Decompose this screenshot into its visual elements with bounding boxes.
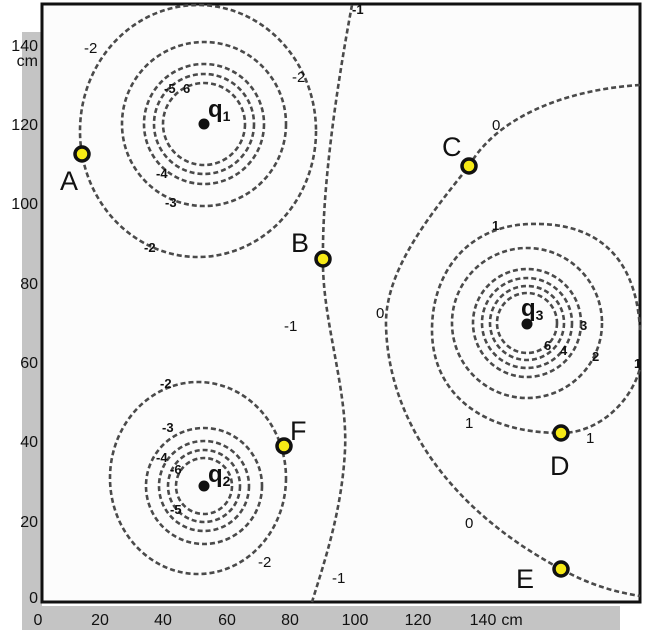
contour-q1-minus6 xyxy=(161,81,247,167)
contour-label: 0 xyxy=(376,305,384,322)
charge-q2: q2 xyxy=(198,461,231,492)
charge-label: q3 xyxy=(521,295,544,323)
charge-dot xyxy=(521,318,533,330)
y-tick: 140 xyxy=(11,38,38,55)
contour-q2-minus3 xyxy=(144,426,264,546)
contour-label: -4 xyxy=(156,450,168,465)
q2-contours xyxy=(108,380,288,576)
x-tick: 100 xyxy=(342,612,369,629)
point-b[interactable]: B xyxy=(291,228,332,268)
x-tick: 60 xyxy=(218,612,236,629)
contour-q3-3 xyxy=(471,267,583,379)
contour-q1-minus4 xyxy=(142,62,266,186)
q1-contours xyxy=(78,3,318,259)
contour-label: -1 xyxy=(352,2,364,17)
point-label[interactable]: F xyxy=(290,416,307,446)
contour-label: 4 xyxy=(560,343,568,358)
contour-label: -2 xyxy=(84,40,97,57)
y-tick: 20 xyxy=(20,514,38,531)
x-tick: 120 xyxy=(405,612,432,629)
contour-label: -6 xyxy=(170,462,182,477)
point-c[interactable]: C xyxy=(442,132,478,175)
point-label[interactable]: C xyxy=(442,132,462,162)
contour-q3-6 xyxy=(495,291,559,355)
charge-dot xyxy=(198,118,210,130)
x-axis-strip xyxy=(27,606,620,630)
point-label[interactable]: E xyxy=(516,564,534,594)
contour-q2-minus5 xyxy=(166,448,242,524)
y-tick: 0 xyxy=(29,590,38,607)
x-unit: cm xyxy=(501,612,522,629)
contour-label: 3 xyxy=(580,318,587,333)
y-tick: 40 xyxy=(20,434,38,451)
contour-label: -1 xyxy=(332,570,345,587)
point-e[interactable]: E xyxy=(516,560,570,594)
contour-label: 0 xyxy=(492,117,500,134)
contour-q3-1 xyxy=(430,222,642,435)
contour-label: -4 xyxy=(156,166,168,181)
contour-label: -5 xyxy=(170,502,182,517)
contour-label: -2 xyxy=(292,69,305,86)
charge-label: q2 xyxy=(208,461,231,489)
contour-label: -5 xyxy=(164,81,176,96)
y-unit: cm xyxy=(17,53,38,70)
x-tick: 20 xyxy=(91,612,109,629)
x-axis-ticks: 0 20 40 60 80 100 120 140 cm xyxy=(34,612,523,629)
contour-label: 1 xyxy=(634,356,641,371)
contour-label: -2 xyxy=(144,240,156,255)
point-label[interactable]: B xyxy=(291,228,309,258)
contour-label: -1 xyxy=(284,318,297,335)
plot-frame xyxy=(40,2,642,604)
y-tick: 80 xyxy=(20,276,38,293)
contour-label: -2 xyxy=(160,376,172,391)
y-tick: 60 xyxy=(20,355,38,372)
charge-label: q1 xyxy=(208,96,231,124)
contour-q3-5 xyxy=(488,284,566,362)
contour-q2-minus2 xyxy=(108,380,288,576)
contour-label: -3 xyxy=(165,195,177,210)
contour-label: 6 xyxy=(544,338,551,353)
y-axis-strip xyxy=(22,32,42,630)
point-f[interactable]: F xyxy=(275,416,307,455)
contour-q1-minus5 xyxy=(152,72,256,176)
x-tick: 80 xyxy=(281,612,299,629)
contour-label: 1 xyxy=(492,218,499,233)
q3-contours xyxy=(384,83,642,598)
contour-label: 1 xyxy=(586,430,594,447)
y-tick: 120 xyxy=(11,117,38,134)
contour-q3-4 xyxy=(480,276,574,370)
contour-q2-minus4 xyxy=(157,439,251,533)
x-tick: 40 xyxy=(154,612,172,629)
contour-labels: -2 -2 -5 6 -4 -3 -2 -2 -3 -4 -6 -5 -2 0 … xyxy=(84,2,641,587)
charge-dot xyxy=(198,480,210,492)
contour-label: -2 xyxy=(258,554,271,571)
point-label[interactable]: A xyxy=(60,166,78,196)
contour-label: 2 xyxy=(592,349,599,364)
y-axis-ticks: 0 20 40 60 80 100 120 140 cm xyxy=(11,38,38,607)
x-tick: 0 xyxy=(34,612,43,629)
contour-label: 1 xyxy=(465,415,473,432)
contour-label: 6 xyxy=(183,81,190,96)
contour-q1-minus3 xyxy=(120,40,288,208)
contour-minus1 xyxy=(310,4,354,603)
contour-zero xyxy=(384,83,641,598)
contour-q1-minus2 xyxy=(78,3,318,259)
contour-label: 0 xyxy=(465,515,473,532)
y-tick: 100 xyxy=(11,196,38,213)
point-label[interactable]: D xyxy=(550,451,570,481)
point-d[interactable]: D xyxy=(550,424,570,481)
point-a[interactable]: A xyxy=(60,145,91,196)
charge-q3: q3 xyxy=(521,295,544,330)
x-tick: 140 xyxy=(470,612,497,629)
contour-label: -3 xyxy=(162,420,174,435)
charge-q1: q1 xyxy=(198,96,231,130)
contour-q3-2 xyxy=(450,246,604,400)
contour-q2-minus6 xyxy=(174,456,234,516)
